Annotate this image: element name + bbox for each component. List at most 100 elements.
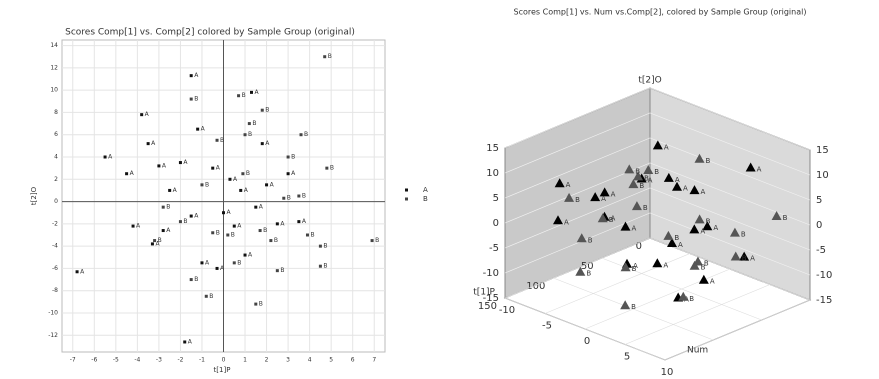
- point-label: A: [302, 218, 307, 225]
- point-label: A: [633, 262, 638, 270]
- grid-line: [504, 212, 811, 276]
- point-label: B: [265, 107, 269, 114]
- point: [631, 201, 642, 211]
- point: [575, 266, 586, 276]
- point-label: B: [706, 157, 711, 165]
- point: [189, 214, 193, 218]
- z-tick-label: 0: [493, 218, 499, 229]
- y-tick-label: -4: [52, 243, 58, 250]
- point-label: B: [635, 167, 640, 175]
- grid-line: [504, 237, 651, 299]
- point-label: B: [644, 174, 649, 182]
- point: [599, 187, 610, 197]
- point: [325, 166, 329, 170]
- point: [196, 127, 200, 131]
- point: [140, 113, 144, 117]
- point-label: A: [259, 204, 264, 211]
- point-label: B: [609, 216, 614, 224]
- point: [729, 227, 740, 237]
- point-label: B: [287, 195, 291, 202]
- point: [554, 178, 565, 188]
- point-label: A: [188, 338, 193, 345]
- grid-line: [504, 187, 811, 251]
- point-label: A: [194, 72, 199, 79]
- point: [215, 266, 219, 270]
- point-label: B: [701, 264, 706, 272]
- point: [157, 164, 161, 168]
- point: [689, 185, 700, 195]
- point: [254, 302, 258, 306]
- point: [265, 183, 269, 187]
- point: [643, 165, 654, 174]
- y-axis-label: t[2]O: [30, 186, 38, 205]
- point: [103, 155, 107, 159]
- point: [275, 269, 279, 273]
- point-label: B: [194, 96, 198, 103]
- point: [178, 220, 182, 224]
- x-tick-label: 4: [308, 357, 312, 364]
- point-label: B: [209, 293, 213, 300]
- point-label: A: [183, 159, 188, 166]
- point-label: A: [664, 143, 669, 151]
- x-tick-label: 2: [265, 357, 269, 364]
- point-label: B: [375, 237, 379, 244]
- point-label: A: [254, 89, 259, 96]
- point: [576, 233, 587, 243]
- legend-label: A: [423, 186, 428, 194]
- point-label: A: [248, 252, 253, 259]
- point-label: A: [632, 225, 637, 233]
- point: [282, 196, 286, 200]
- point-label: A: [757, 166, 762, 174]
- point: [189, 278, 193, 282]
- y-tick-label: 8: [54, 109, 58, 116]
- point-label: A: [227, 209, 232, 216]
- point-label: B: [216, 229, 220, 236]
- point-label: A: [244, 187, 249, 194]
- point-label: B: [323, 243, 327, 250]
- z-tick-label: 15: [486, 143, 499, 154]
- point-label: A: [291, 170, 296, 177]
- point: [269, 239, 273, 243]
- point-label: A: [173, 187, 178, 194]
- point-label: B: [194, 276, 198, 283]
- point: [745, 162, 756, 172]
- x-tick-label: -2: [177, 357, 183, 364]
- point: [771, 211, 782, 220]
- point-label: A: [108, 154, 113, 161]
- point: [672, 181, 682, 191]
- z-tick-label: 15: [816, 145, 829, 156]
- z-tick-label: 0: [816, 220, 822, 231]
- point: [370, 239, 374, 243]
- point-label: B: [252, 120, 256, 127]
- point: [204, 294, 208, 298]
- legend-marker: [405, 188, 408, 192]
- point-label: B: [706, 217, 711, 225]
- z-tick-label: 5: [493, 193, 499, 204]
- point-label: B: [323, 263, 327, 270]
- point: [232, 224, 236, 228]
- y-tick-label: 0: [584, 336, 590, 347]
- point-label: B: [643, 204, 648, 212]
- point: [200, 183, 204, 187]
- point-label: B: [246, 170, 250, 177]
- point: [286, 155, 290, 159]
- point-label: B: [328, 53, 332, 60]
- point: [553, 215, 563, 225]
- point: [299, 133, 303, 137]
- point: [222, 211, 225, 215]
- point: [239, 188, 243, 192]
- x-tick-label: 0: [222, 357, 226, 364]
- point: [689, 260, 700, 270]
- point-label: A: [648, 177, 653, 185]
- point-label: B: [310, 232, 314, 239]
- y-tick-label: 10: [50, 87, 58, 94]
- point: [260, 108, 264, 112]
- point: [739, 251, 750, 261]
- point-label: B: [689, 295, 694, 303]
- y-tick-label: -10: [48, 310, 58, 317]
- point-label: B: [704, 260, 709, 268]
- point: [624, 164, 635, 174]
- point-label: A: [136, 223, 141, 230]
- z-tick-label: -5: [489, 243, 499, 254]
